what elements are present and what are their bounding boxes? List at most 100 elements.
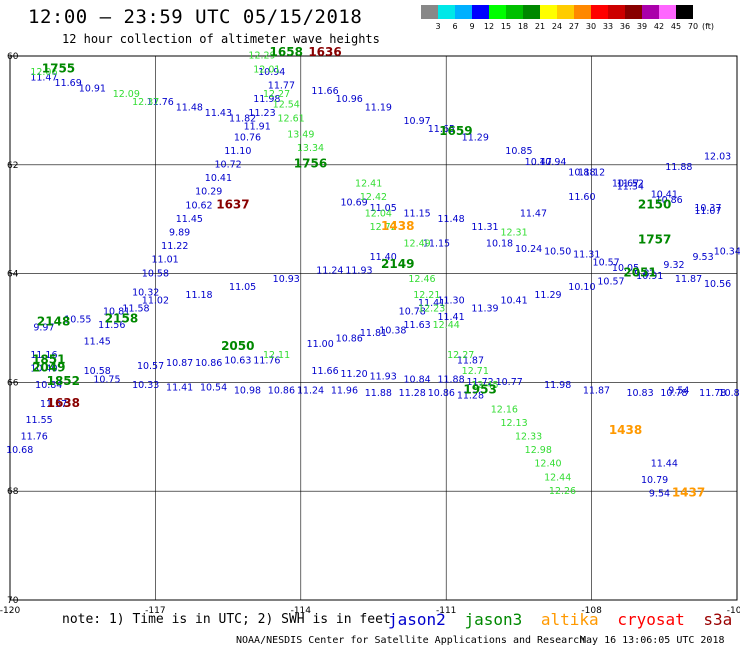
wave-height-label: 12.31 (500, 228, 527, 239)
wave-height-label: 11.66 (311, 366, 338, 377)
wave-height-label: 11.31 (471, 222, 498, 233)
wave-height-label: 10.41 (205, 173, 232, 184)
color-swatch (625, 5, 642, 19)
wave-height-label: 10.77 (496, 377, 523, 388)
wave-height-label: 9.82 (634, 268, 655, 279)
wave-height-label: 10.58 (84, 366, 111, 377)
wave-height-label: 10.86 (656, 195, 683, 206)
wave-height-label: 10.40 (30, 364, 57, 375)
wave-height-label: 11.29 (462, 132, 489, 143)
wave-height-label: 12.06 (30, 67, 57, 78)
wave-height-label: 12.44 (544, 472, 571, 483)
wave-height-label: 13.49 (287, 130, 314, 141)
footer-note: note: 1) Time is in UTC; 2) SWH is in fe… (62, 612, 391, 627)
pass-time-label: 2049 (32, 361, 65, 375)
legend-s3a: s3a (703, 610, 733, 629)
wave-height-label: 10.68 (6, 445, 33, 456)
color-scale-tick: 12 (483, 22, 495, 31)
wave-height-label: 11.10 (224, 146, 251, 157)
wave-height-label: 11.81 (360, 328, 387, 339)
wave-height-label: 9.89 (169, 228, 190, 239)
wave-height-label: 11.52 (617, 179, 644, 190)
page-title: 12:00 — 23:59 UTC 05/15/2018 (28, 6, 363, 28)
lat-tick-label: 64 (7, 270, 19, 280)
color-swatch (506, 5, 523, 19)
wave-height-label: 10.18 (486, 238, 513, 249)
pass-time-label: 2148 (37, 314, 70, 328)
wave-height-label: 10.37 (694, 203, 721, 214)
wave-height-label: 12.71 (462, 366, 489, 377)
wave-height-label: 10.47 (525, 157, 552, 168)
lat-tick-label: 70 (7, 596, 19, 606)
wave-height-label: 11.45 (84, 336, 111, 347)
lon-tick-label: -114 (291, 606, 312, 616)
wave-height-label: 10.10 (568, 282, 595, 293)
wave-height-label: 10.93 (273, 274, 300, 285)
wave-height-label: 10.83 (626, 388, 653, 399)
credit-line: NOAA/NESDIS Center for Satellite Applica… (236, 635, 586, 646)
color-swatch (523, 5, 540, 19)
wave-height-label: 10.50 (544, 247, 571, 258)
color-scale-tick: 39 (636, 22, 648, 31)
wave-height-label: 11.22 (161, 241, 188, 252)
wave-height-label: 12.11 (263, 350, 290, 361)
wave-height-label: 11.60 (568, 192, 595, 203)
wave-height-label: 10.41 (651, 189, 678, 200)
wave-height-label: 11.98 (544, 380, 571, 391)
color-scale-tick: 9 (469, 22, 475, 31)
wave-height-label: 10.86 (195, 358, 222, 369)
lat-tick-label: 68 (7, 487, 19, 497)
wave-height-label: 10.67 (612, 179, 639, 190)
wave-height-label: 10.55 (64, 315, 91, 326)
color-scale-tick: 70 (687, 22, 699, 31)
wave-height-label: 11.76 (253, 355, 280, 366)
wave-height-label: 12.13 (500, 418, 527, 429)
wave-height-label: 12.27 (263, 89, 290, 100)
wave-height-label: 9.54 (668, 385, 689, 396)
wave-height-label: 12.72 (370, 222, 397, 233)
wave-height-label: 12.61 (278, 113, 305, 124)
color-scale-tick: 3 (435, 22, 441, 31)
wave-height-label: 12.33 (515, 432, 542, 443)
wave-height-label: 11.91 (244, 121, 271, 132)
wave-height-label: 10.84 (35, 380, 62, 391)
wave-height-label: 10.91 (79, 83, 106, 94)
color-swatch (489, 5, 506, 19)
color-scale-tick: 18 (517, 22, 529, 31)
wave-height-label: 11.47 (30, 72, 57, 83)
pass-time-label: 2158 (105, 312, 138, 326)
wave-height-label: 9.32 (663, 260, 684, 271)
wave-height-label: 11.93 (345, 266, 372, 277)
wave-height-label: 11.88 (365, 388, 392, 399)
wave-height-label: 10.86 (428, 388, 455, 399)
pass-time-label: 1659 (439, 124, 472, 138)
wave-height-label: 10.56 (704, 279, 731, 290)
pass-time-label: 1755 (42, 61, 75, 75)
color-scale-tick: 33 (602, 22, 614, 31)
color-swatch (642, 5, 659, 19)
wave-height-label: 11.82 (229, 113, 256, 124)
color-scale-tick: 27 (568, 22, 580, 31)
wave-height-label: 10.72 (214, 160, 241, 171)
wave-height-label: 10.69 (341, 198, 368, 209)
wave-height-label: 12.01 (253, 64, 280, 75)
wave-height-label: 10.94 (258, 67, 285, 78)
wave-height-label: 11.29 (534, 290, 561, 301)
wave-height-label: 11.66 (311, 86, 338, 97)
wave-height-label: 13.34 (297, 143, 324, 154)
wave-height-label: 11.45 (176, 214, 203, 225)
wave-height-label: 10.91 (636, 271, 663, 282)
wave-height-label: 11.34 (617, 181, 644, 192)
wave-height-label: 10.86 (268, 385, 295, 396)
wave-height-label: 10.57 (597, 276, 624, 287)
wave-height-label: 11.77 (268, 81, 295, 92)
wave-height-label: 11.63 (404, 320, 431, 331)
wave-height-label: 11.87 (583, 385, 610, 396)
wave-height-label: 11.76 (147, 97, 174, 108)
wave-height-label: 11.01 (151, 255, 178, 266)
wave-height-label: 12.04 (365, 208, 392, 219)
wave-height-label: 10.81 (719, 388, 740, 399)
wave-height-label: 10.86 (336, 334, 363, 345)
wave-height-label: 11.00 (307, 339, 334, 350)
wave-height-label: 11.41 (418, 298, 445, 309)
